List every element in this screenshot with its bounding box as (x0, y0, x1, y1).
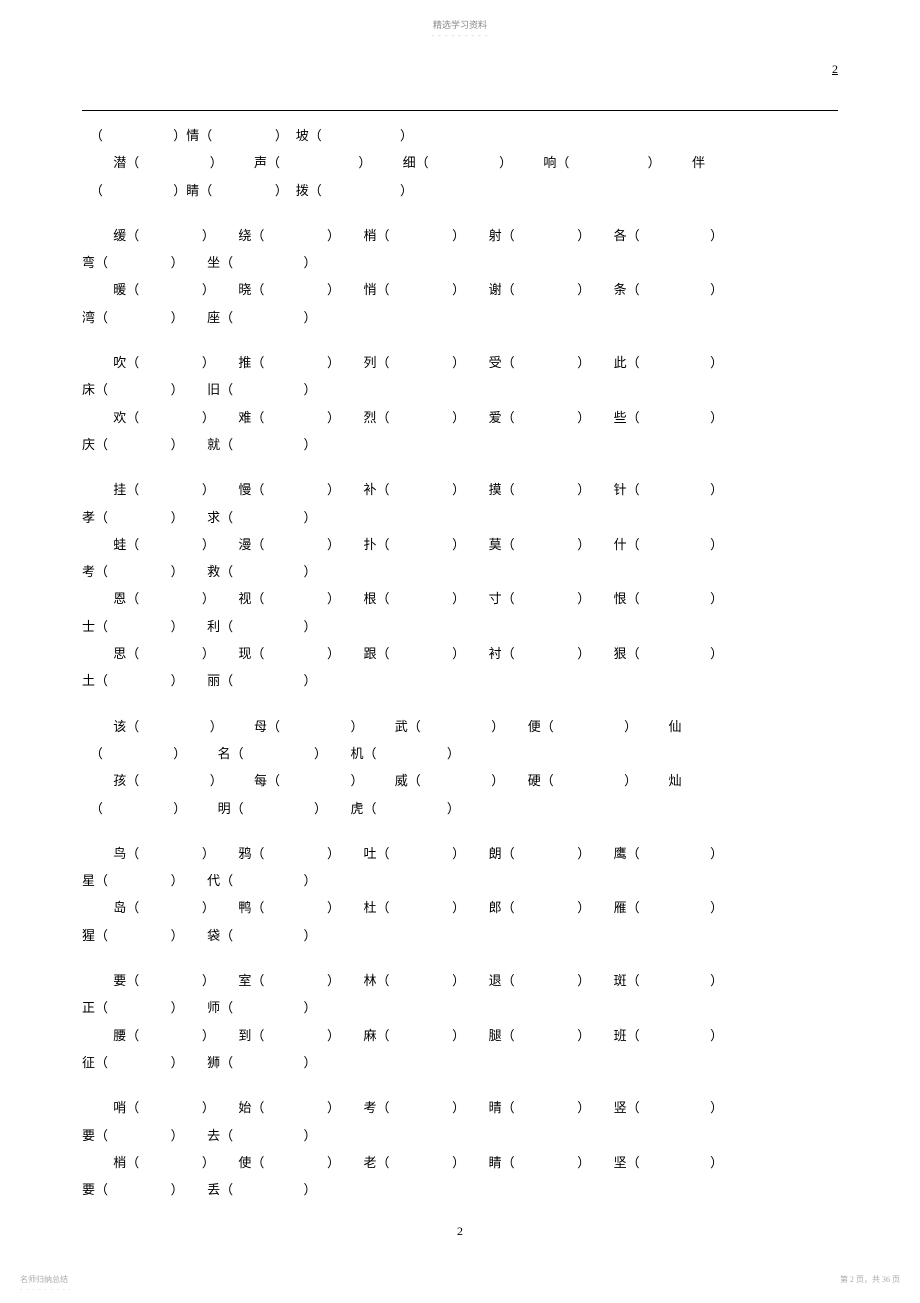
char-block-7: 哨（ ） 始（ ） 考（ ） 晴（ ） 竖（ ） 要（ ） 去（ ） 梢（ ） … (82, 1095, 838, 1204)
page-number-center: 2 (82, 1224, 838, 1239)
char-row: 腰（ ） 到（ ） 麻（ ） 腿（ ） 班（ ） (82, 1023, 838, 1050)
char-row: 猩（ ） 袋（ ） (82, 923, 838, 950)
char-row: 要（ ） 去（ ） (82, 1123, 838, 1150)
char-row: 湾（ ） 座（ ） (82, 305, 838, 332)
char-row: 孩（ ） 每（ ） 威（ ） 硬（ ） 灿 (82, 768, 838, 795)
char-row: 鸟（ ） 鸦（ ） 吐（ ） 朗（ ） 鹰（ ） (82, 841, 838, 868)
char-row: 征（ ） 狮（ ） (82, 1050, 838, 1077)
char-row: 弯（ ） 坐（ ） (82, 250, 838, 277)
char-row: 缓（ ） 绕（ ） 梢（ ） 射（ ） 各（ ） (82, 223, 838, 250)
char-block-4: 该（ ） 母（ ） 武（ ） 便（ ） 仙 （ ） 名（ ） 机（ ） 孩（ ）… (82, 714, 838, 823)
char-row: 梢（ ） 使（ ） 老（ ） 睛（ ） 坚（ ） (82, 1150, 838, 1177)
footer-left-dashes: - - - - - - - - - (20, 1285, 72, 1293)
char-block-0: （ ）情（ ） 坡（ ） 潜（ ） 声（ ） 细（ ） 响（ ） 伴 （ ）睛（… (82, 123, 838, 205)
main-content: （ ）情（ ） 坡（ ） 潜（ ） 声（ ） 细（ ） 响（ ） 伴 （ ）睛（… (82, 110, 838, 1239)
char-row: 考（ ） 救（ ） (82, 559, 838, 586)
char-row: 该（ ） 母（ ） 武（ ） 便（ ） 仙 (82, 714, 838, 741)
char-row: 暖（ ） 晓（ ） 悄（ ） 谢（ ） 条（ ） (82, 277, 838, 304)
header-dashes: - - - - - - - - - (0, 31, 920, 40)
char-row: 思（ ） 现（ ） 跟（ ） 衬（ ） 狠（ ） (82, 641, 838, 668)
footer-left-text: 名师归纳总结 (20, 1274, 68, 1285)
char-row: （ ） 明（ ） 虎（ ） (82, 796, 838, 823)
char-block-6: 要（ ） 室（ ） 林（ ） 退（ ） 斑（ ） 正（ ） 师（ ） 腰（ ） … (82, 968, 838, 1077)
char-row: 土（ ） 丽（ ） (82, 668, 838, 695)
header-title: 精选学习资料 (0, 0, 920, 31)
char-row: 蛙（ ） 漫（ ） 扑（ ） 莫（ ） 什（ ） (82, 532, 838, 559)
char-row: 星（ ） 代（ ） (82, 868, 838, 895)
char-block-1: 缓（ ） 绕（ ） 梢（ ） 射（ ） 各（ ） 弯（ ） 坐（ ） 暖（ ） … (82, 223, 838, 332)
char-row: （ ）情（ ） 坡（ ） (82, 123, 838, 150)
char-row: 吹（ ） 推（ ） 列（ ） 受（ ） 此（ ） (82, 350, 838, 377)
char-row: 哨（ ） 始（ ） 考（ ） 晴（ ） 竖（ ） (82, 1095, 838, 1122)
char-row: 要（ ） 丢（ ） (82, 1177, 838, 1204)
char-row: 正（ ） 师（ ） (82, 995, 838, 1022)
char-row: 庆（ ） 就（ ） (82, 432, 838, 459)
char-row: 孝（ ） 求（ ） (82, 505, 838, 532)
char-block-3: 挂（ ） 慢（ ） 补（ ） 摸（ ） 针（ ） 孝（ ） 求（ ） 蛙（ ） … (82, 477, 838, 695)
char-block-2: 吹（ ） 推（ ） 列（ ） 受（ ） 此（ ） 床（ ） 旧（ ） 欢（ ） … (82, 350, 838, 459)
char-row: 挂（ ） 慢（ ） 补（ ） 摸（ ） 针（ ） (82, 477, 838, 504)
char-row: 床（ ） 旧（ ） (82, 377, 838, 404)
page-corner-number: 2 (832, 62, 838, 77)
char-row: 士（ ） 利（ ） (82, 614, 838, 641)
char-row: 要（ ） 室（ ） 林（ ） 退（ ） 斑（ ） (82, 968, 838, 995)
char-row: （ ）睛（ ） 拨（ ） (82, 178, 838, 205)
char-row: 恩（ ） 视（ ） 根（ ） 寸（ ） 恨（ ） (82, 586, 838, 613)
char-row: （ ） 名（ ） 机（ ） (82, 741, 838, 768)
char-row: 潜（ ） 声（ ） 细（ ） 响（ ） 伴 (82, 150, 838, 177)
char-block-5: 鸟（ ） 鸦（ ） 吐（ ） 朗（ ） 鹰（ ） 星（ ） 代（ ） 岛（ ） … (82, 841, 838, 950)
char-row: 欢（ ） 难（ ） 烈（ ） 爱（ ） 些（ ） (82, 405, 838, 432)
footer-right-text: 第 2 页，共 36 页 (840, 1274, 900, 1285)
char-row: 岛（ ） 鸭（ ） 杜（ ） 郎（ ） 雁（ ） (82, 895, 838, 922)
